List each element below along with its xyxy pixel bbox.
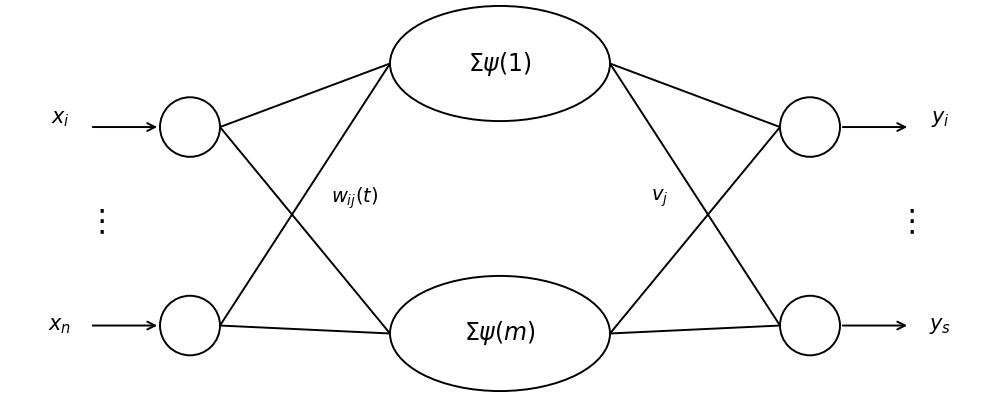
Text: $\vdots$: $\vdots$ xyxy=(896,208,914,237)
Text: $\Sigma\psi(1)$: $\Sigma\psi(1)$ xyxy=(468,50,532,77)
Text: $\Sigma\psi(m)$: $\Sigma\psi(m)$ xyxy=(464,320,536,347)
Text: $\vdots$: $\vdots$ xyxy=(86,208,104,237)
Text: $y_s$: $y_s$ xyxy=(929,316,951,335)
Ellipse shape xyxy=(390,6,610,121)
Ellipse shape xyxy=(160,296,220,355)
Text: $y_i$: $y_i$ xyxy=(931,109,949,129)
Text: $w_{ij}(t)$: $w_{ij}(t)$ xyxy=(331,186,379,211)
Ellipse shape xyxy=(780,97,840,157)
Text: $x_i$: $x_i$ xyxy=(51,109,69,129)
Ellipse shape xyxy=(160,97,220,157)
Ellipse shape xyxy=(780,296,840,355)
Ellipse shape xyxy=(390,276,610,391)
Text: $x_n$: $x_n$ xyxy=(48,316,72,335)
Text: $v_j$: $v_j$ xyxy=(651,188,669,209)
